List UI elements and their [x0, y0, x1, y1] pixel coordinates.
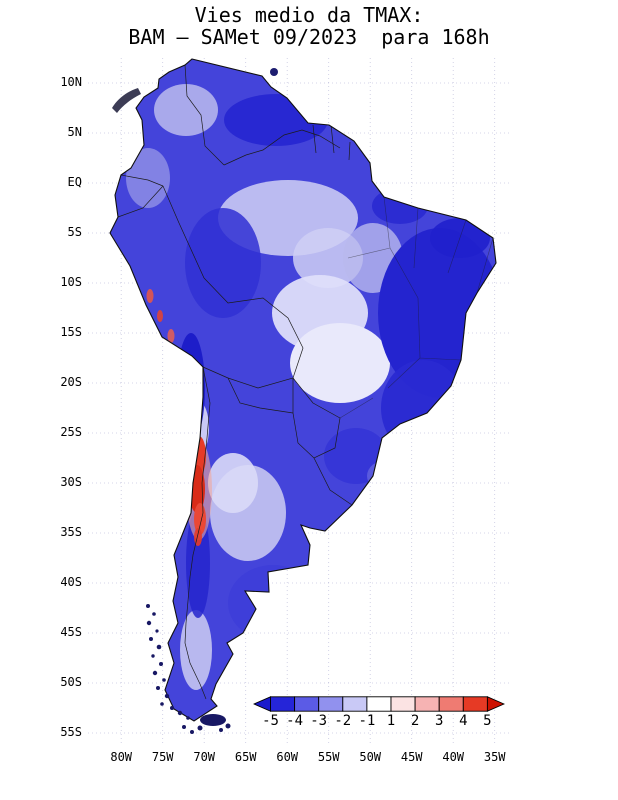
colorbar-right-arrow	[486, 696, 506, 712]
colorbar-tick-label: 4	[459, 713, 468, 729]
lat-label-45s: 45S	[60, 625, 82, 639]
colorbar-tick-label: -2	[334, 713, 352, 729]
lat-label-20s: 20S	[60, 375, 82, 389]
lon-label-80w: 80W	[110, 750, 133, 764]
lat-label-5s: 5S	[67, 225, 82, 239]
figure-title-line-1: Vies medio da TMAX:	[194, 3, 424, 27]
colorbar-segment	[390, 696, 416, 712]
lat-label-10n: 10N	[60, 75, 82, 89]
lat-label-40s: 40S	[60, 575, 82, 589]
lon-label-65w: 65W	[234, 750, 257, 764]
south-america-map	[88, 58, 512, 746]
trinidad-island	[270, 68, 278, 76]
fjord-islands	[146, 604, 231, 734]
colorbar-tick-label: 5	[483, 713, 492, 729]
temperature-bias-shading	[110, 59, 496, 721]
colorbar-segment	[318, 696, 344, 712]
country-borders	[117, 64, 494, 700]
panama-landmass	[112, 88, 141, 113]
colorbar-segment	[462, 696, 488, 712]
lon-label-45w: 45W	[400, 750, 423, 764]
coastline	[109, 58, 497, 722]
colorbar-segment	[414, 696, 440, 712]
colorbar-tick-label: -4	[286, 713, 304, 729]
lat-label-5n: 5N	[67, 125, 82, 139]
lon-label-75w: 75W	[151, 750, 174, 764]
lon-label-70w: 70W	[193, 750, 216, 764]
colorbar-tick-label: -3	[310, 713, 328, 729]
colorbar-tick-label: -1	[358, 713, 376, 729]
colorbar-tick-label: 2	[410, 713, 420, 729]
lat-label-50s: 50S	[60, 675, 82, 689]
colorbar-segment	[270, 696, 296, 712]
colorbar-tick-label: 1	[386, 713, 396, 729]
lat-label-eq: EQ	[67, 175, 82, 189]
lat-label-15s: 15S	[60, 325, 82, 339]
lon-label-60w: 60W	[276, 750, 299, 764]
lat-label-30s: 30S	[60, 475, 82, 489]
lat-label-10s: 10S	[60, 275, 82, 289]
map-svg	[88, 58, 512, 746]
colorbar-segment	[294, 696, 320, 712]
figure-title-line-2: BAM – SAMet 09/2023 para 168h	[128, 25, 490, 49]
lat-label-25s: 25S	[60, 425, 82, 439]
colorbar-tick-label: -5	[262, 713, 279, 729]
colorbar-svg	[252, 696, 506, 712]
lon-label-40w: 40W	[442, 750, 465, 764]
lon-label-55w: 55W	[317, 750, 340, 764]
colorbar-segment	[366, 696, 392, 712]
lon-label-50w: 50W	[359, 750, 382, 764]
lat-label-35s: 35S	[60, 525, 82, 539]
lat-label-55s: 55S	[60, 725, 82, 739]
lon-label-35w: 35W	[483, 750, 506, 764]
colorbar-segment	[438, 696, 464, 712]
colorbar-segment	[342, 696, 368, 712]
colorbar-tick-label: 3	[434, 713, 444, 729]
colorbar-left-arrow	[252, 696, 271, 712]
colorbar-legend: -5 -4 -3 -2 -1 1 2 3 4 5	[252, 696, 506, 732]
